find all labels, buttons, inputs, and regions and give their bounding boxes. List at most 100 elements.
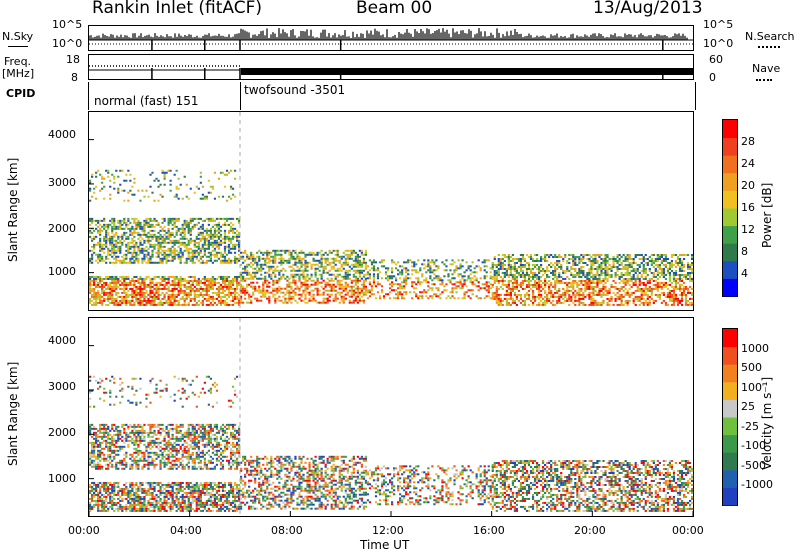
power-cell-4524 (672, 271, 676, 274)
power-cell-1502 (207, 287, 210, 290)
power-cell-144 (99, 231, 102, 234)
power-cell-3636 (550, 293, 553, 296)
power-cell-4507 (670, 260, 674, 262)
power-cell-3309 (505, 303, 508, 306)
power-cell-2169 (280, 277, 283, 280)
power-cell-1763 (227, 251, 231, 254)
power-cell-2006 (256, 281, 259, 284)
power-cell-1305 (189, 227, 192, 230)
power-cell-215 (105, 239, 108, 242)
power-cell-3835 (578, 267, 581, 270)
power-cell-30 (91, 293, 94, 296)
power-cell-3307 (503, 256, 506, 259)
power-cell-694 (141, 247, 144, 250)
power-cell-3234 (495, 301, 498, 304)
power-cell-1313 (191, 287, 194, 290)
power-cell-667 (139, 243, 142, 246)
power-cell-3900 (588, 291, 591, 294)
power-cell-485 (125, 245, 128, 248)
power-cell-888 (157, 255, 160, 258)
power-cell-4328 (644, 267, 647, 270)
power-cell-4377 (652, 273, 655, 276)
power-cell-2044 (262, 287, 265, 290)
power-cell-196 (103, 217, 106, 220)
power-cell-1692 (221, 217, 225, 220)
power-cell-3300 (503, 279, 506, 282)
power-cell-3819 (576, 256, 579, 259)
power-cell-3704 (560, 301, 563, 304)
power-cell-3714 (562, 301, 565, 304)
power-cell-650 (139, 303, 142, 306)
power-cell-2975 (423, 291, 426, 294)
power-cell-3185 (485, 295, 488, 298)
power-cell-2340 (304, 269, 307, 272)
power-cell-114 (97, 243, 100, 246)
power-cell-2442 (320, 255, 323, 258)
power-cell-2543 (336, 275, 339, 278)
velocity-ytick-3000: 3000 (48, 380, 76, 393)
power-cell-3533 (533, 254, 537, 257)
power-cell-251 (109, 297, 112, 300)
power-cell-2943 (413, 269, 416, 272)
power-cell-2881 (397, 283, 400, 286)
power-cell-3246 (495, 273, 498, 276)
power-cell-551 (131, 283, 134, 286)
power-cell-131 (99, 275, 102, 278)
power-cell-2758 (364, 289, 368, 292)
power-cell-3084 (453, 269, 456, 272)
power-cell-1495 (205, 195, 208, 198)
power-cell-1260 (187, 295, 190, 298)
power-cell-2488 (328, 285, 331, 288)
power-cell-2570 (340, 287, 343, 290)
power-cell-1868 (235, 229, 239, 232)
power-cell-864 (155, 281, 158, 284)
power-cell-2404 (314, 259, 317, 262)
power-cell-1179 (179, 249, 182, 252)
power-cell-2308 (300, 265, 303, 268)
power-cell-4339 (646, 281, 649, 284)
power-cell-1292 (189, 279, 192, 282)
power-cell-2445 (322, 301, 325, 304)
power-cell-4024 (602, 285, 605, 288)
power-cell-686 (141, 281, 144, 284)
power-cell-4569 (678, 265, 682, 268)
power-cell-1879 (237, 257, 241, 260)
power-cell-3850 (580, 267, 583, 270)
power-cell-400 (119, 275, 122, 278)
power-cell-3439 (521, 279, 525, 282)
power-cell-4416 (658, 283, 661, 286)
power-cell-3598 (544, 283, 547, 286)
power-cell-301 (111, 229, 114, 232)
power-cell-2195 (284, 277, 287, 280)
power-cell-364 (115, 233, 118, 236)
power-cell-4209 (628, 277, 631, 280)
power-cell-890 (157, 251, 160, 254)
power-cell-3228 (493, 273, 496, 276)
power-cell-4575 (680, 299, 684, 302)
power-cell-1871 (237, 301, 241, 304)
power-cell-1053 (169, 189, 172, 192)
power-cell-3865 (582, 269, 585, 272)
power-cell-2353 (306, 279, 309, 282)
power-cell-3678 (556, 281, 559, 284)
power-cell-2988 (427, 297, 430, 300)
power-cell-3938 (592, 291, 595, 294)
power-cell-4561 (678, 285, 682, 288)
power-cell-2010 (256, 265, 259, 268)
power-cell-1322 (191, 253, 194, 256)
power-cell-1686 (221, 259, 225, 262)
power-cell-2212 (288, 297, 291, 300)
power-cell-2305 (300, 281, 303, 284)
power-cell-4311 (642, 267, 645, 270)
power-cell-4067 (606, 254, 609, 257)
power-cell-3187 (485, 285, 488, 288)
power-cell-4049 (604, 256, 607, 259)
power-cell-3321 (505, 267, 508, 270)
power-cell-453 (123, 261, 126, 264)
power-cell-4227 (630, 261, 633, 264)
power-cell-2284 (296, 253, 299, 256)
power-cell-2808 (374, 285, 378, 288)
power-cell-868 (155, 251, 158, 254)
power-cell-1443 (201, 223, 204, 226)
power-cell-3064 (449, 297, 452, 300)
